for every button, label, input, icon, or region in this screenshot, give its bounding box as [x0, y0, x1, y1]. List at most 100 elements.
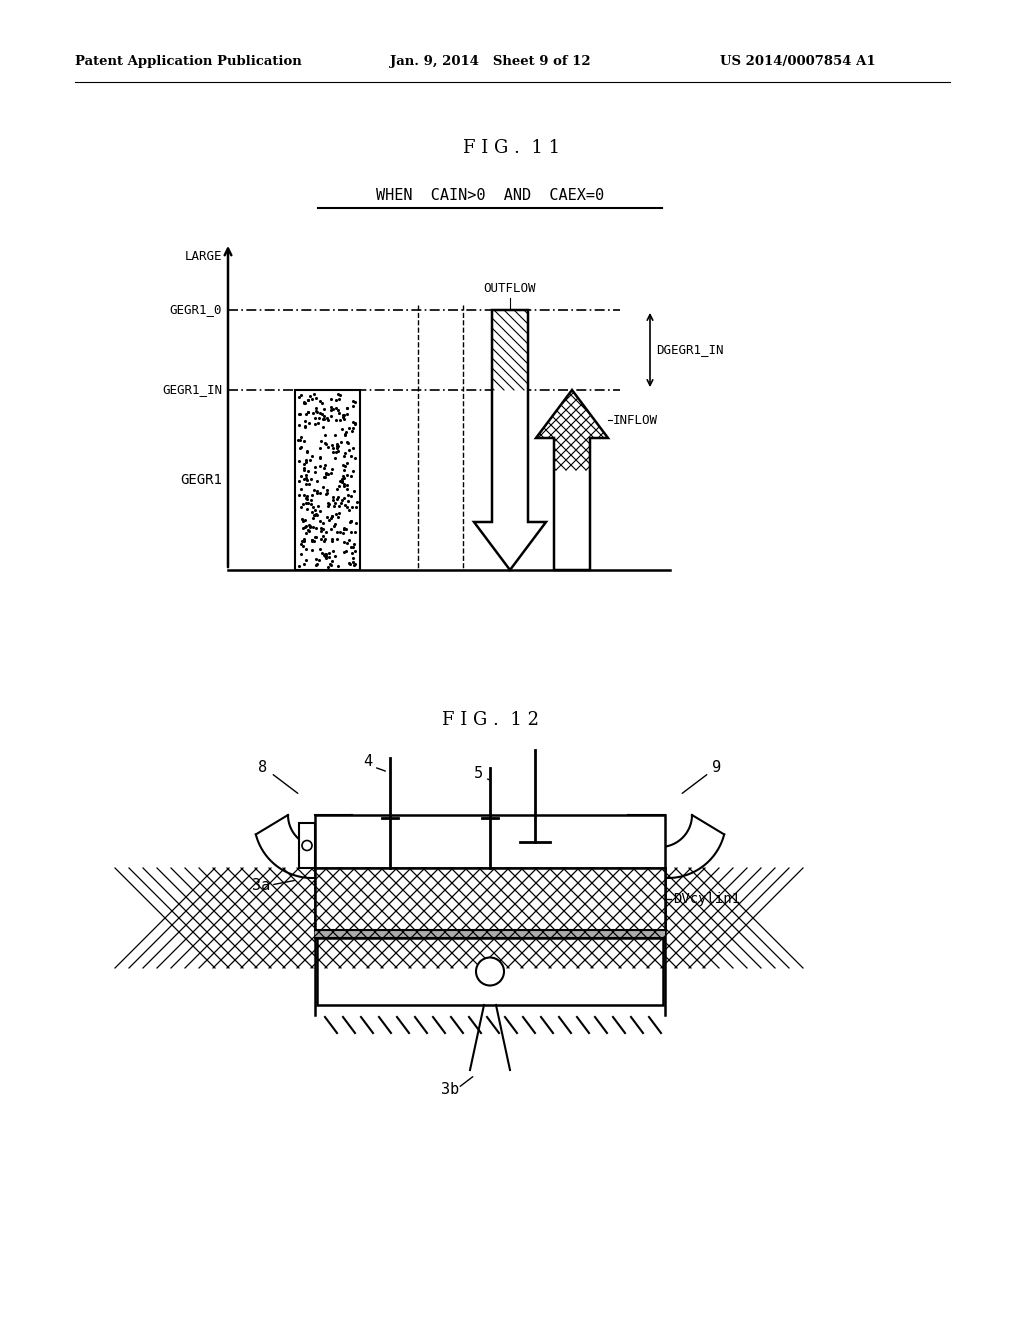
Point — [297, 492, 313, 513]
Point — [317, 545, 334, 566]
Point — [343, 465, 359, 486]
Point — [344, 536, 360, 557]
Point — [336, 467, 352, 488]
Point — [336, 519, 352, 540]
Point — [302, 450, 318, 471]
Point — [346, 541, 362, 562]
Point — [296, 454, 312, 475]
Point — [324, 458, 340, 479]
Point — [312, 403, 329, 424]
Point — [344, 412, 360, 433]
Point — [343, 510, 359, 531]
Point — [304, 508, 321, 529]
Point — [333, 492, 349, 513]
Point — [299, 441, 315, 462]
Point — [342, 537, 358, 558]
Point — [296, 458, 312, 479]
Bar — [315, 931, 665, 939]
Point — [308, 470, 325, 491]
Point — [319, 437, 336, 458]
Point — [292, 429, 308, 450]
Point — [315, 466, 332, 487]
Point — [330, 479, 346, 500]
Point — [319, 409, 336, 430]
Point — [334, 418, 350, 440]
Point — [315, 408, 332, 429]
Point — [329, 528, 345, 549]
Point — [316, 424, 333, 445]
Point — [321, 543, 337, 564]
Point — [311, 447, 328, 469]
Text: DVcylin1: DVcylin1 — [673, 892, 740, 906]
Point — [314, 404, 331, 425]
Point — [347, 513, 364, 535]
Point — [329, 488, 345, 510]
Point — [307, 554, 324, 576]
Point — [322, 494, 338, 515]
Point — [305, 479, 322, 500]
Point — [340, 433, 356, 454]
Point — [326, 495, 342, 516]
Point — [315, 512, 332, 533]
Circle shape — [476, 957, 504, 986]
Point — [339, 397, 355, 418]
Point — [298, 539, 314, 560]
Point — [337, 422, 353, 444]
Polygon shape — [536, 389, 608, 570]
Point — [293, 496, 309, 517]
Point — [328, 397, 344, 418]
Point — [302, 517, 318, 539]
Point — [308, 548, 325, 569]
Point — [335, 407, 351, 428]
Point — [332, 470, 348, 491]
Point — [318, 506, 335, 527]
Point — [304, 529, 321, 550]
Point — [344, 543, 360, 564]
Point — [342, 486, 358, 507]
Point — [312, 500, 329, 521]
Point — [330, 487, 346, 508]
Point — [296, 430, 312, 451]
Text: F I G .  1 2: F I G . 1 2 — [441, 711, 539, 729]
Point — [336, 543, 352, 564]
Point — [317, 546, 334, 568]
Point — [334, 469, 350, 490]
Point — [293, 426, 309, 447]
Point — [347, 412, 364, 433]
Point — [337, 425, 353, 446]
Point — [323, 405, 339, 426]
Point — [328, 503, 344, 524]
Point — [323, 399, 339, 420]
Point — [339, 397, 355, 418]
Point — [305, 504, 322, 525]
Point — [312, 437, 329, 458]
Point — [325, 540, 341, 561]
Text: US 2014/0007854 A1: US 2014/0007854 A1 — [720, 55, 876, 69]
Point — [336, 408, 352, 429]
Text: INFLOW: INFLOW — [613, 413, 658, 426]
Point — [291, 471, 307, 492]
Point — [335, 523, 351, 544]
Point — [298, 451, 314, 473]
Point — [342, 511, 358, 532]
Point — [330, 436, 346, 457]
Point — [313, 543, 330, 564]
Point — [327, 424, 343, 445]
Point — [306, 413, 323, 434]
Point — [298, 465, 314, 486]
Point — [324, 506, 340, 527]
Point — [300, 401, 316, 422]
Point — [328, 447, 344, 469]
Point — [321, 510, 337, 531]
Bar — [295, 389, 360, 570]
Point — [307, 499, 324, 520]
Point — [336, 446, 352, 467]
Point — [336, 459, 352, 480]
Point — [326, 515, 342, 536]
Point — [294, 531, 310, 552]
Point — [337, 455, 353, 477]
Point — [328, 513, 344, 535]
Point — [305, 403, 322, 424]
Point — [346, 554, 362, 576]
Point — [298, 474, 314, 495]
